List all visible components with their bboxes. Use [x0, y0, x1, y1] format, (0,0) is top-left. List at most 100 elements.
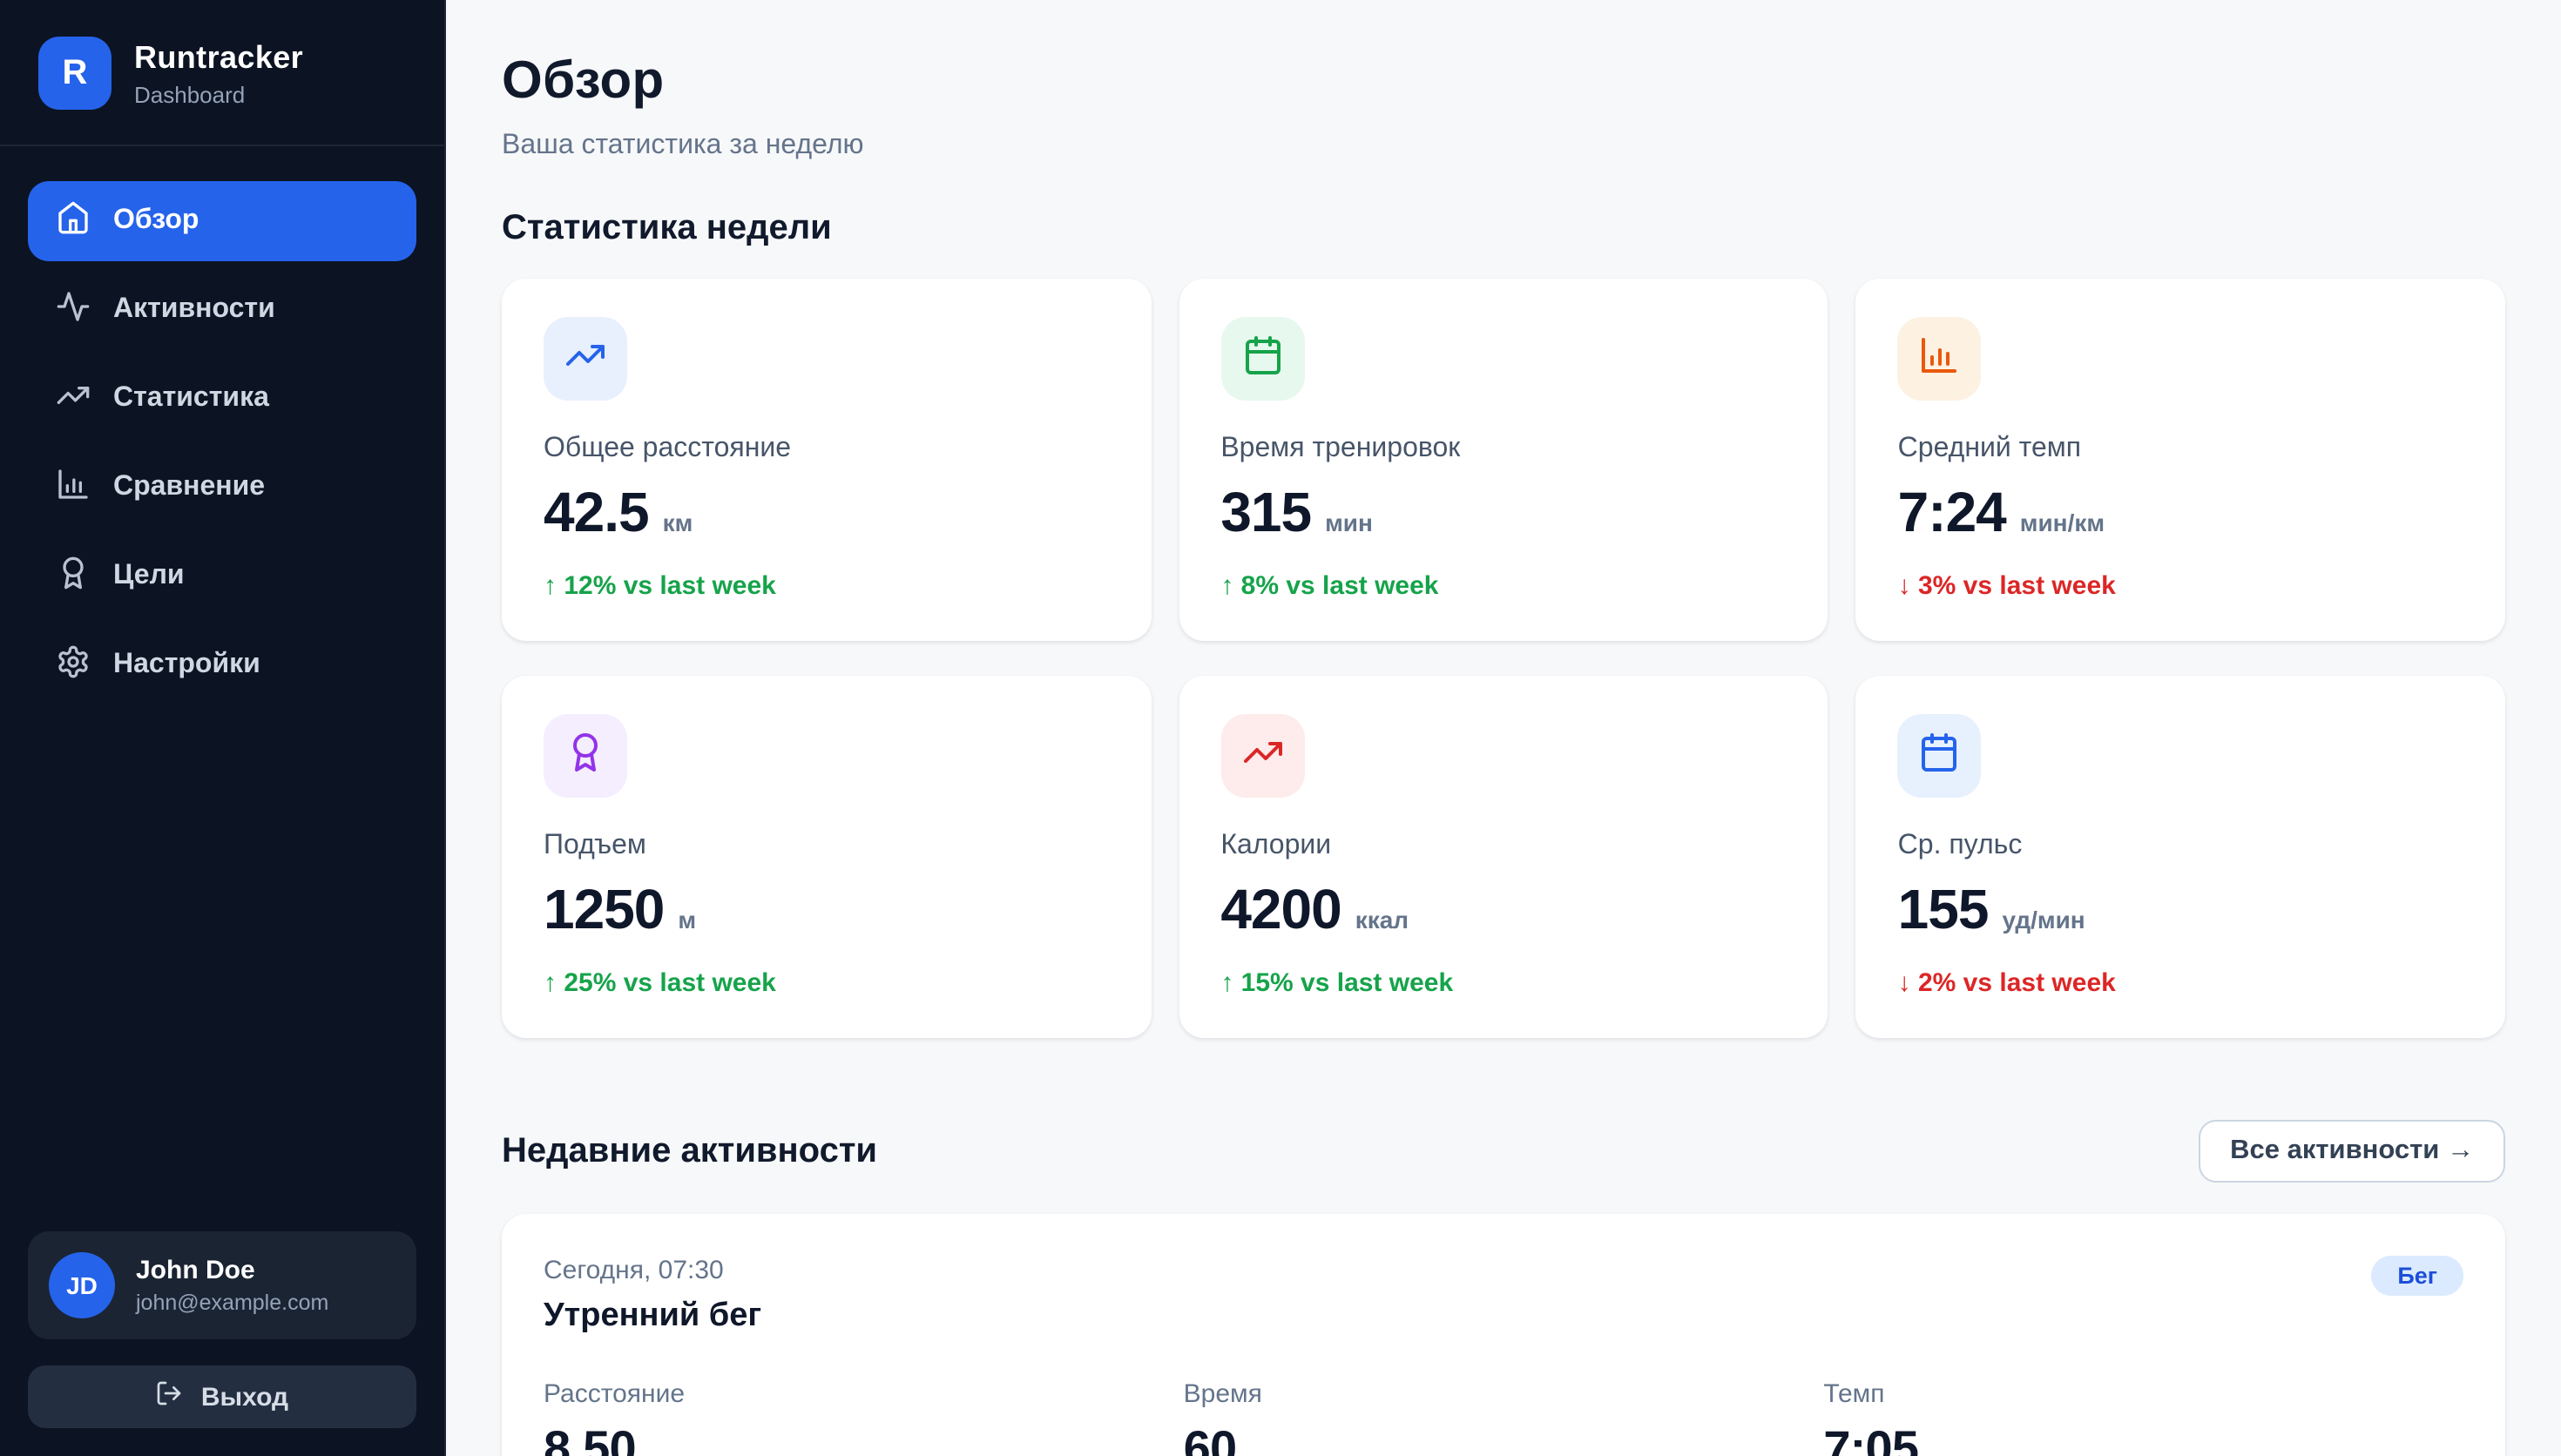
activity-stat-value: 8.50 — [544, 1421, 637, 1456]
sidebar-nav: Обзор Активности Статистика Сравнение Це… — [0, 146, 444, 705]
stat-value-row: 1250 м — [544, 878, 1109, 942]
stat-unit: км — [662, 509, 693, 536]
stat-label: Ср. пульс — [1897, 831, 2023, 860]
bar-chart-icon — [56, 466, 91, 509]
activity-stats: Расстояние 8.50 км Время 60 мин Темп 7:0… — [544, 1379, 2463, 1456]
activities-section-heading: Недавние активности — [502, 1131, 877, 1170]
stat-card-calories: Калории 4200 ккал ↑ 15% vs last week — [1179, 676, 1828, 1038]
logout-button[interactable]: Выход — [28, 1365, 416, 1428]
stat-unit: мин — [1325, 509, 1373, 536]
view-all-activities-button[interactable]: Все активности → — [2199, 1120, 2505, 1183]
stat-change: ↓ 2% vs last week — [1897, 968, 2116, 998]
app-title-block: Runtracker Dashboard — [134, 39, 303, 107]
page-subtitle: Ваша статистика за неделю — [502, 131, 864, 160]
stat-change: ↓ 3% vs last week — [1897, 571, 2116, 601]
app-name: Runtracker — [134, 39, 304, 74]
award-icon — [564, 731, 606, 781]
stat-label: Калории — [1220, 831, 1332, 860]
sidebar-item-label: Цели — [113, 561, 185, 590]
app-subtitle: Dashboard — [134, 81, 246, 107]
sidebar-item-label: Обзор — [113, 206, 199, 235]
stat-label: Время тренировок — [1220, 434, 1461, 463]
sidebar-item-label: Настройки — [113, 650, 260, 679]
user-name: John Doe — [136, 1256, 255, 1285]
stat-change: ↑ 15% vs last week — [1220, 968, 1454, 998]
stat-label: Средний темп — [1897, 434, 2082, 463]
activity-stat-pace: Темп 7:05 мин/км — [1823, 1379, 2463, 1456]
main-content: Обзор Ваша статистика за неделю Статисти… — [446, 0, 2561, 1456]
chip — [1220, 714, 1305, 798]
calendar-icon — [1241, 334, 1283, 384]
app-logo: R — [38, 37, 111, 110]
sidebar-item-label: Активности — [113, 294, 275, 324]
activity-type-badge: Бег — [2371, 1256, 2463, 1296]
activity-title: Утренний бег — [544, 1298, 762, 1334]
activity-datetime: Сегодня, 07:30 — [544, 1256, 724, 1285]
sidebar-item-label: Сравнение — [113, 472, 266, 502]
sidebar-item-statistics[interactable]: Статистика — [28, 359, 416, 439]
user-email: john@example.com — [136, 1291, 329, 1315]
activity-stat-distance: Расстояние 8.50 км — [544, 1379, 1184, 1456]
stat-unit: уд/мин — [2002, 906, 2085, 934]
stat-label: Общее расстояние — [544, 434, 792, 463]
sidebar-item-comparison[interactable]: Сравнение — [28, 448, 416, 528]
trending-up-icon — [56, 377, 91, 421]
stat-unit: мин/км — [2019, 509, 2105, 536]
logout-icon — [156, 1379, 184, 1414]
user-info: John Doe john@example.com — [136, 1256, 328, 1315]
stat-label: Подъем — [544, 831, 646, 860]
activity-stat-value: 60 — [1183, 1421, 1238, 1456]
avatar: JD — [49, 1252, 115, 1318]
sidebar-item-settings[interactable]: Настройки — [28, 625, 416, 705]
activity-card[interactable]: Сегодня, 07:30 Утренний бег Бег Расстоян… — [502, 1214, 2505, 1456]
stat-card-time: Время тренировок 315 мин ↑ 8% vs last we… — [1179, 279, 1828, 641]
stats-section-heading: Статистика недели — [502, 209, 832, 247]
gear-icon — [56, 644, 91, 687]
stats-grid: Общее расстояние 42.5 км ↑ 12% vs last w… — [502, 279, 2505, 1038]
sidebar-item-overview[interactable]: Обзор — [28, 181, 416, 261]
activity-stat-time: Время 60 мин — [1184, 1379, 1824, 1456]
logout-label: Выход — [200, 1382, 289, 1412]
stat-value: 155 — [1897, 878, 1990, 940]
bar-chart-icon — [1919, 334, 1961, 384]
sidebar-item-label: Статистика — [113, 383, 269, 413]
trending-up-icon — [564, 334, 606, 384]
stat-value-row: 7:24 мин/км — [1898, 481, 2463, 545]
stat-card-distance: Общее расстояние 42.5 км ↑ 12% vs last w… — [502, 279, 1152, 641]
calendar-icon — [1919, 731, 1961, 781]
sidebar: R Runtracker Dashboard Обзор Активности … — [0, 0, 446, 1456]
chip — [1897, 714, 1982, 798]
activity-icon — [56, 288, 91, 332]
page-title: Обзор — [502, 52, 665, 110]
home-icon — [56, 199, 91, 243]
chip — [1220, 317, 1305, 401]
stat-value: 42.5 — [544, 481, 650, 543]
stat-unit: ккал — [1355, 906, 1409, 934]
stat-value: 4200 — [1220, 878, 1341, 940]
stat-unit: м — [678, 906, 697, 934]
activity-stat-value: 7:05 — [1823, 1421, 1919, 1456]
stat-value-row: 315 мин — [1220, 481, 1786, 545]
user-card[interactable]: JD John Doe john@example.com — [28, 1231, 416, 1339]
sidebar-footer: JD John Doe john@example.com Выход — [0, 1203, 444, 1456]
stat-value: 315 — [1220, 481, 1312, 543]
award-icon — [56, 555, 91, 598]
activity-stat-label: Темп — [1823, 1379, 1885, 1409]
chip — [544, 714, 627, 798]
chip — [544, 317, 627, 401]
stat-change: ↑ 8% vs last week — [1220, 571, 1439, 601]
stat-value-row: 42.5 км — [544, 481, 1109, 545]
stat-value-row: 155 уд/мин — [1898, 878, 2463, 942]
stat-card-heart-rate: Ср. пульс 155 уд/мин ↓ 2% vs last week — [1855, 676, 2505, 1038]
chip — [1897, 317, 1982, 401]
sidebar-item-goals[interactable]: Цели — [28, 536, 416, 617]
stat-value: 1250 — [544, 878, 665, 940]
stat-change: ↑ 25% vs last week — [544, 968, 776, 998]
sidebar-item-activities[interactable]: Активности — [28, 270, 416, 350]
stat-value: 7:24 — [1897, 481, 2007, 543]
stat-change: ↑ 12% vs last week — [544, 571, 776, 601]
activities-header-row: Недавние активности Все активности → — [502, 1120, 2505, 1183]
stat-card-pace: Средний темп 7:24 мин/км ↓ 3% vs last we… — [1855, 279, 2505, 641]
activity-stat-label: Время — [1183, 1379, 1262, 1409]
